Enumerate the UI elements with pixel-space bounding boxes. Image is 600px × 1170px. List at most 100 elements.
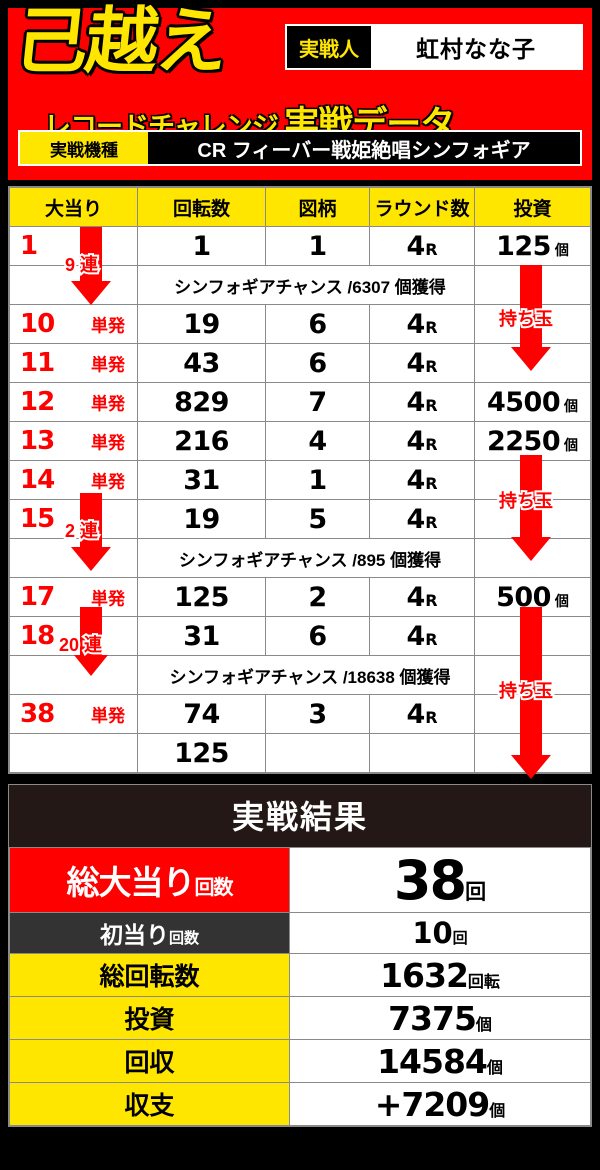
cell-symbol: 1 xyxy=(265,226,370,266)
result-label: 投資 xyxy=(9,996,290,1040)
hit-type-tag: 単発 xyxy=(90,705,127,727)
hit-history-table: 大当り 回転数 図柄 ラウンド数 投資 1 1 1 4R 125 個シンフォギアチャンス… xyxy=(9,187,591,773)
cell-hit: 17 単発 xyxy=(9,577,138,617)
cell-symbol xyxy=(265,733,370,773)
cell-hit xyxy=(9,655,138,695)
machine-name: CR フィーバー戦姫絶唱シンフォギア xyxy=(148,132,580,164)
hit-type-tag: 単発 xyxy=(90,315,127,337)
result-row: 収支 +7209個 xyxy=(9,1082,591,1126)
column-header-investment: 投資 xyxy=(474,187,591,227)
cell-symbol: 5 xyxy=(265,499,370,539)
cell-investment: 4500 個 xyxy=(474,382,591,422)
cell-investment xyxy=(474,304,591,344)
chance-text: シンフォギアチャンス /895 個獲得 xyxy=(137,538,475,578)
cell-rotations: 125 xyxy=(137,577,266,617)
table-row: 12 単発 829 7 4R 4500 個 xyxy=(9,382,591,422)
cell-investment: 2250 個 xyxy=(474,421,591,461)
cell-rotations: 125 xyxy=(137,733,266,773)
hit-number: 1 xyxy=(20,231,38,261)
cell-hit xyxy=(9,733,138,773)
hit-number: 13 xyxy=(20,426,55,456)
table-row: シンフォギアチャンス /18638 個獲得 xyxy=(9,655,591,695)
table-row: 15 19 5 4R xyxy=(9,499,591,539)
cell-symbol: 4 xyxy=(265,421,370,461)
results-table: 総大当り回数 38回 初当り回数 10回 総回転数 1632回転 投資 7375個 回収 1458… xyxy=(9,847,591,1126)
cell-rotations: 829 xyxy=(137,382,266,422)
cell-investment xyxy=(474,616,591,656)
results-panel: 実戦結果 総大当り回数 38回 初当り回数 10回 総回転数 1632回転 投資 7375個回… xyxy=(8,784,592,1127)
cell-investment xyxy=(474,733,591,773)
cell-rounds: 4R xyxy=(369,304,475,344)
column-header-rotations: 回転数 xyxy=(137,187,266,227)
result-row: 投資 7375個 xyxy=(9,996,591,1040)
table-row: シンフォギアチャンス /895 個獲得 xyxy=(9,538,591,578)
table-header-row: 大当り 回転数 図柄 ラウンド数 投資 xyxy=(9,187,591,227)
cell-hit: 11 単発 xyxy=(9,343,138,383)
cell-hit: 38 単発 xyxy=(9,694,138,734)
table-row: シンフォギアチャンス /6307 個獲得 xyxy=(9,265,591,305)
cell-hit: 14 単発 xyxy=(9,460,138,500)
results-title: 実戦結果 xyxy=(9,785,591,847)
table-row: 13 単発 216 4 4R 2250 個 xyxy=(9,421,591,461)
page-title: 己越え xyxy=(11,0,231,83)
cell-hit: 15 xyxy=(9,499,138,539)
cell-rounds: 4R xyxy=(369,421,475,461)
cell-symbol: 6 xyxy=(265,343,370,383)
cell-symbol: 2 xyxy=(265,577,370,617)
cell-rotations: 19 xyxy=(137,499,266,539)
cell-hit: 13 単発 xyxy=(9,421,138,461)
cell-rounds: 4R xyxy=(369,499,475,539)
cell-hit: 10 単発 xyxy=(9,304,138,344)
result-value: 1632回転 xyxy=(289,953,591,997)
hit-type-tag: 単発 xyxy=(90,354,127,376)
cell-investment xyxy=(474,694,591,734)
cell-investment xyxy=(474,538,591,578)
cell-hit: 1 xyxy=(9,226,138,266)
cell-rounds: 4R xyxy=(369,343,475,383)
hit-number: 14 xyxy=(20,465,55,495)
table-row: 1 1 1 4R 125 個 xyxy=(9,226,591,266)
hit-number: 15 xyxy=(20,504,55,534)
cell-rotations: 74 xyxy=(137,694,266,734)
result-value: 14584個 xyxy=(289,1039,591,1083)
column-header-hit: 大当り xyxy=(9,187,138,227)
chance-text: シンフォギアチャンス /6307 個獲得 xyxy=(137,265,475,305)
cell-rounds: 4R xyxy=(369,382,475,422)
column-header-rounds: ラウンド数 xyxy=(369,187,475,227)
result-label: 総大当り回数 xyxy=(9,847,290,913)
table-row: 18 31 6 4R xyxy=(9,616,591,656)
machine-label: 実戦機種 xyxy=(20,132,148,164)
hit-number: 38 xyxy=(20,699,55,729)
result-label: 回収 xyxy=(9,1039,290,1083)
cell-symbol: 6 xyxy=(265,304,370,344)
hit-type-tag: 単発 xyxy=(90,588,127,610)
result-value: 10回 xyxy=(289,912,591,954)
cell-hit: 18 xyxy=(9,616,138,656)
column-header-symbol: 図柄 xyxy=(265,187,370,227)
table-row: 17 単発 125 2 4R 500 個 xyxy=(9,577,591,617)
cell-rounds: 4R xyxy=(369,577,475,617)
result-value: 38回 xyxy=(289,847,591,913)
cell-rotations: 43 xyxy=(137,343,266,383)
hit-history-table-wrap: 大当り 回転数 図柄 ラウンド数 投資 1 1 1 4R 125 個シンフォギアチャンス… xyxy=(8,186,592,779)
cell-rotations: 1 xyxy=(137,226,266,266)
table-row: 14 単発 31 1 4R xyxy=(9,460,591,500)
cell-investment xyxy=(474,265,591,305)
cell-investment xyxy=(474,460,591,500)
cell-investment: 125 個 xyxy=(474,226,591,266)
page-header: 己越え レコードチャレンジ 実戦データ 実戦人 虹村なな子 実戦機種 CR フィ… xyxy=(8,0,592,180)
cell-rotations: 31 xyxy=(137,460,266,500)
player-box: 実戦人 虹村なな子 xyxy=(285,24,583,70)
chance-text: シンフォギアチャンス /18638 個獲得 xyxy=(137,655,475,695)
table-row: 11 単発 43 6 4R xyxy=(9,343,591,383)
result-row: 総大当り回数 38回 xyxy=(9,847,591,913)
cell-hit: 12 単発 xyxy=(9,382,138,422)
result-row: 初当り回数 10回 xyxy=(9,912,591,954)
cell-symbol: 1 xyxy=(265,460,370,500)
hit-type-tag: 単発 xyxy=(90,471,127,493)
hit-number: 12 xyxy=(20,387,55,417)
hit-type-tag: 単発 xyxy=(90,432,127,454)
result-label: 初当り回数 xyxy=(9,912,290,954)
hit-number: 17 xyxy=(20,582,55,612)
